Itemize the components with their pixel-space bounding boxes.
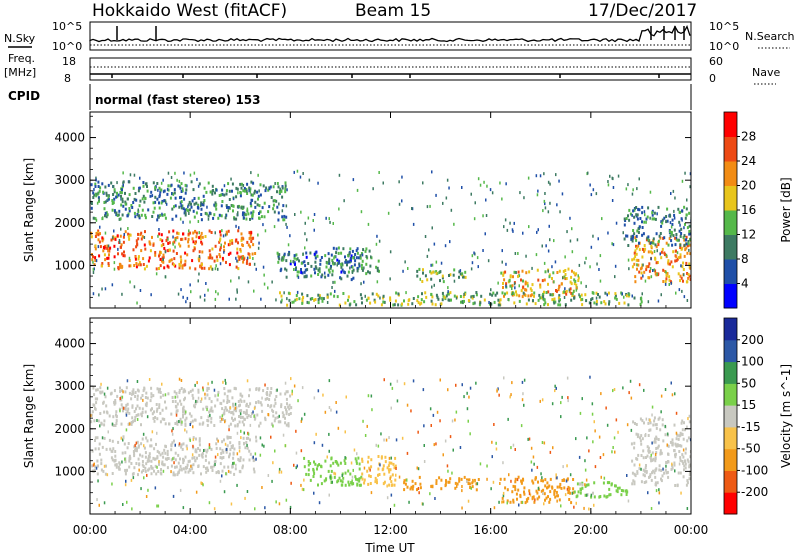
freq-label: Freq. [8, 52, 35, 65]
colorbar-tick-label: 200 [741, 333, 764, 347]
velocity-region [361, 455, 397, 487]
velocity-region [90, 386, 292, 427]
colorbar-swatch [724, 186, 737, 211]
colorbar-tick-label: -15 [741, 420, 761, 434]
y-tick-label: 4000 [54, 131, 85, 145]
colorbar-tick-label: 28 [741, 130, 756, 144]
colorbar-swatch [724, 449, 737, 471]
nsearch-label: N.Search [745, 30, 795, 43]
nave-tick-bottom: 0 [709, 72, 716, 85]
y-axis-label: Slant Range [km] [22, 158, 36, 262]
colorbar-swatch [724, 210, 737, 235]
power-region [631, 236, 693, 284]
freq-tick-top: 18 [62, 55, 76, 68]
date-title: 17/Dec/2017 [588, 1, 697, 21]
colorbar-tick-label: 20 [741, 179, 756, 193]
x-tick-label: 16:00 [473, 523, 508, 537]
nsky-label: N.Sky [4, 32, 36, 45]
velocity-region [403, 476, 480, 491]
nave-label: Nave [752, 66, 780, 79]
colorbar-swatch [724, 137, 737, 162]
power-noise [92, 170, 692, 305]
colorbar-tick-label: 8 [741, 252, 749, 266]
x-tick-label: 20:00 [574, 523, 609, 537]
power-region [624, 206, 693, 247]
nsky-tick-bottom: 10^0 [52, 40, 82, 53]
colorbar-swatch [724, 235, 737, 260]
colorbar-swatch [724, 284, 737, 309]
power-region [90, 229, 256, 270]
nsky-strip: 10^5 10^0 N.Sky 10^5 10^0 N.Search [4, 20, 795, 53]
station-title: Hokkaido West (fitACF) [92, 1, 287, 21]
velocity-region [574, 481, 628, 499]
colorbar-tick-label: -50 [741, 442, 761, 456]
colorbar-tick-label: 12 [741, 228, 756, 242]
power-scatter [90, 170, 693, 307]
velocity-scatter [90, 376, 693, 511]
x-tick-label: 00:00 [674, 523, 709, 537]
nsearch-tick-bottom: 10^0 [709, 40, 739, 53]
colorbar-tick-label: 15 [741, 398, 756, 412]
colorbar-swatch [724, 318, 737, 340]
cpid-strip: CPID normal (fast stereo) 153 [8, 84, 691, 110]
power-colorbar: 4 8 12 16 20 24 28 Power [dB] [724, 112, 793, 309]
nsky-tick-top: 10^5 [52, 20, 82, 33]
x-tick-label: 08:00 [273, 523, 308, 537]
cpid-text: normal (fast stereo) 153 [95, 93, 261, 107]
colorbar-swatch [724, 427, 737, 449]
nave-tick-top: 60 [709, 55, 723, 68]
colorbar-swatch [724, 259, 737, 284]
freq-strip: 18 8 Freq. [MHz] 60 0 Nave [4, 52, 780, 85]
colorbar-tick-label: -200 [741, 485, 768, 499]
colorbar-tick-label: 100 [741, 355, 764, 369]
colorbar-tick-label: 24 [741, 154, 756, 168]
colorbar-swatch [724, 340, 737, 362]
power-region [416, 268, 466, 283]
power-region [279, 291, 643, 307]
power-region [328, 247, 380, 277]
colorbar-swatch [724, 161, 737, 186]
y-tick-label: 1000 [54, 464, 85, 478]
freq-unit: [MHz] [4, 66, 36, 79]
freq-tick-bottom: 8 [64, 72, 71, 85]
beam-title: Beam 15 [355, 1, 431, 21]
velocity-region [91, 435, 257, 476]
x-tick-label: 12:00 [373, 523, 408, 537]
colorbar-tick-label: 4 [741, 277, 749, 291]
y-tick-label: 1000 [54, 258, 85, 272]
y-tick-label: 3000 [54, 379, 85, 393]
colorbar-tick-label: 16 [741, 203, 756, 217]
x-tick-label: 04:00 [173, 523, 208, 537]
y-tick-label: 2000 [54, 422, 85, 436]
y-tick-label: 2000 [54, 216, 85, 230]
y-axis-label: Slant Range [km] [22, 364, 36, 468]
x-tick-label: 00:00 [73, 523, 108, 537]
colorbar-swatch [724, 362, 737, 384]
velocity-region [631, 416, 693, 487]
colorbar-swatch [724, 492, 737, 514]
colorbar-swatch [724, 383, 737, 405]
y-tick-label: 4000 [54, 337, 85, 351]
velocity-panel: 1000 2000 3000 4000 Slant Range [km] -200 -100… [22, 318, 793, 537]
colorbar-swatch [724, 470, 737, 492]
nsky-trace [90, 26, 691, 45]
cpid-label: CPID [8, 89, 40, 103]
y-tick-label: 3000 [54, 173, 85, 187]
velocity-noise [90, 376, 691, 511]
x-axis-label: Time UT [364, 541, 415, 554]
velocity-frame [90, 318, 691, 514]
colorbar-swatch [724, 112, 737, 137]
power-panel: 1000 2000 3000 4000 Slant Range [km] 4 8 12 16 20… [22, 112, 793, 309]
colorbar-label: Power [dB] [779, 177, 793, 242]
velocity-colorbar: -200 -100 -50 -15 15 50 100 200 Velocity [m s^-1… [724, 318, 793, 515]
colorbar-label: Velocity [m s^-1] [779, 364, 793, 468]
colorbar-tick-label: -100 [741, 463, 768, 477]
colorbar-tick-label: 50 [741, 376, 756, 390]
colorbar-swatch [724, 405, 737, 427]
nsearch-tick-top: 10^5 [709, 20, 739, 33]
